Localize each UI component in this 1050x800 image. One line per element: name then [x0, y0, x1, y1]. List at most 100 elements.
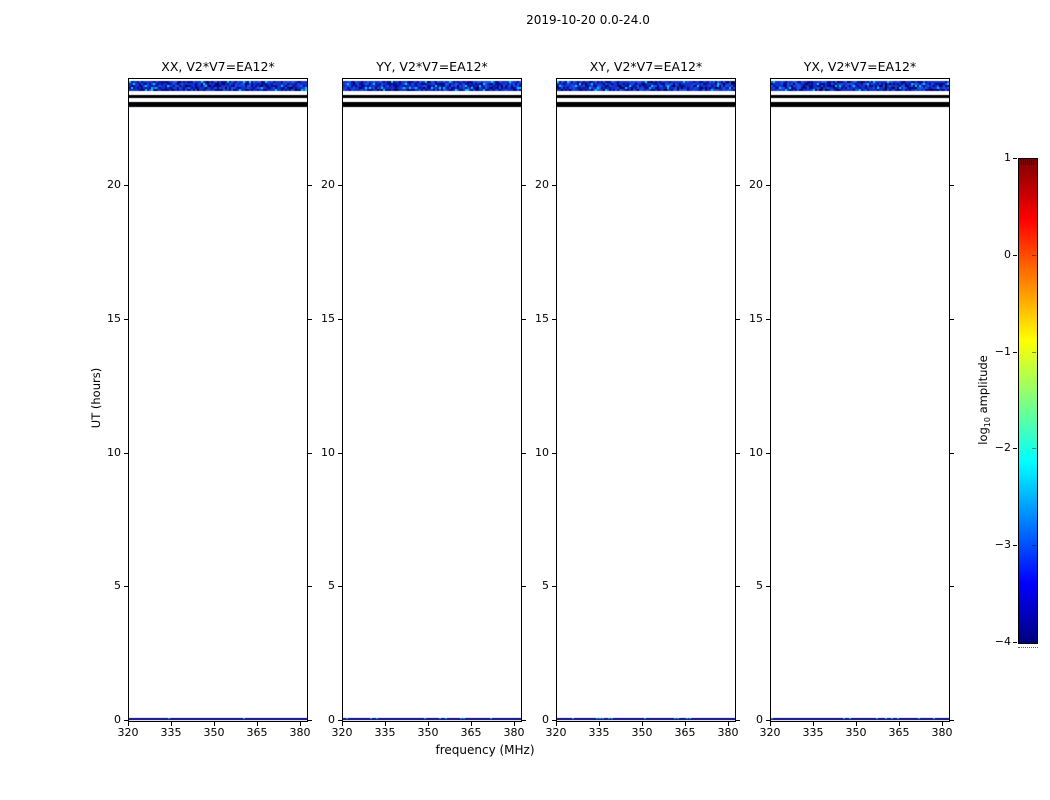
x-tick-label: 320 — [331, 726, 353, 739]
y-tick-left — [766, 720, 770, 721]
y-tick-left — [338, 720, 342, 721]
y-tick-left — [338, 185, 342, 186]
y-tick-left — [338, 586, 342, 587]
x-tick — [599, 722, 600, 726]
y-tick-left — [552, 453, 556, 454]
colorbar-label-prefix: log — [975, 427, 990, 445]
x-tick-label: 335 — [374, 726, 396, 739]
y-tick-label: 0 — [542, 713, 549, 726]
y-tick-right — [522, 720, 526, 721]
y-tick-label: 0 — [756, 713, 763, 726]
y-tick-label: 10 — [749, 446, 763, 459]
colorbar-tick — [1013, 448, 1017, 449]
y-tick-label: 15 — [321, 312, 335, 325]
x-tick — [257, 722, 258, 726]
colorbar-tick-label: −1 — [994, 345, 1011, 358]
y-tick-label: 5 — [756, 579, 763, 592]
x-tick — [385, 722, 386, 726]
x-tick-label: 335 — [588, 726, 610, 739]
y-tick-right — [950, 453, 954, 454]
y-tick-right — [950, 185, 954, 186]
x-tick — [685, 722, 686, 726]
x-tick — [642, 722, 643, 726]
y-axis-label: UT (hours) — [89, 367, 103, 429]
x-tick-label: 365 — [888, 726, 910, 739]
panel-title: XY, V2*V7=EA12* — [589, 59, 703, 74]
panel-heatmap-canvas — [129, 79, 307, 721]
y-tick-label: 0 — [328, 713, 335, 726]
colorbar-bottom-hatch — [1021, 637, 1034, 642]
y-tick-left — [124, 185, 128, 186]
x-tick-label: 380 — [503, 726, 525, 739]
x-tick-label: 335 — [802, 726, 824, 739]
colorbar-label: log10 amplitude — [976, 355, 992, 445]
y-tick-label: 5 — [114, 579, 121, 592]
y-tick-label: 20 — [535, 178, 549, 191]
x-tick — [556, 722, 557, 726]
y-tick-label: 5 — [328, 579, 335, 592]
x-tick — [214, 722, 215, 726]
y-tick-label: 5 — [542, 579, 549, 592]
colorbar-tick — [1013, 642, 1017, 643]
y-tick-right — [308, 720, 312, 721]
y-tick-right — [308, 185, 312, 186]
y-tick-left — [124, 453, 128, 454]
x-tick — [171, 722, 172, 726]
y-tick-left — [552, 720, 556, 721]
y-tick-left — [552, 185, 556, 186]
y-tick-left — [766, 586, 770, 587]
y-tick-label: 20 — [749, 178, 763, 191]
colorbar-inner-dash — [1032, 352, 1036, 353]
x-tick-label: 380 — [717, 726, 739, 739]
colorbar-tick — [1013, 158, 1017, 159]
y-tick-label: 15 — [535, 312, 549, 325]
colorbar-gradient — [1018, 158, 1038, 644]
colorbar-inner-dash — [1032, 158, 1036, 159]
figure-title: 2019-10-20 0.0-24.0 — [526, 13, 650, 27]
x-tick-label: 365 — [246, 726, 268, 739]
colorbar-under-dots — [1018, 647, 1038, 648]
x-tick-label: 320 — [117, 726, 139, 739]
y-tick-label: 15 — [749, 312, 763, 325]
colorbar-tick-label: 0 — [1004, 248, 1011, 261]
y-tick-right — [308, 586, 312, 587]
x-tick — [770, 722, 771, 726]
y-tick-left — [552, 319, 556, 320]
x-tick — [856, 722, 857, 726]
y-tick-left — [552, 586, 556, 587]
y-tick-label: 10 — [321, 446, 335, 459]
colorbar-tick-label: −2 — [994, 441, 1011, 454]
x-tick — [813, 722, 814, 726]
colorbar-inner-dash — [1032, 545, 1036, 546]
y-tick-label: 10 — [535, 446, 549, 459]
colorbar-tick — [1013, 352, 1017, 353]
y-tick-label: 10 — [107, 446, 121, 459]
x-tick — [942, 722, 943, 726]
y-tick-right — [950, 586, 954, 587]
x-tick — [300, 722, 301, 726]
y-tick-right — [522, 586, 526, 587]
y-tick-left — [766, 185, 770, 186]
y-tick-left — [338, 319, 342, 320]
panel-title: YY, V2*V7=EA12* — [376, 59, 488, 74]
y-tick-right — [308, 453, 312, 454]
colorbar-tick-label: −3 — [994, 538, 1011, 551]
x-tick-label: 350 — [845, 726, 867, 739]
y-tick-right — [736, 586, 740, 587]
colorbar-label-sub: 10 — [983, 417, 993, 428]
colorbar-inner-dash — [1032, 255, 1036, 256]
x-tick — [342, 722, 343, 726]
panel-title: XX, V2*V7=EA12* — [161, 59, 275, 74]
x-axis-label: frequency (MHz) — [435, 743, 535, 757]
y-tick-left — [338, 453, 342, 454]
x-tick-label: 380 — [289, 726, 311, 739]
x-tick-label: 365 — [460, 726, 482, 739]
y-tick-right — [308, 319, 312, 320]
panel-title: YX, V2*V7=EA12* — [803, 59, 917, 74]
x-tick-label: 365 — [674, 726, 696, 739]
y-tick-left — [124, 586, 128, 587]
y-tick-right — [522, 185, 526, 186]
y-tick-right — [522, 319, 526, 320]
x-tick — [899, 722, 900, 726]
y-tick-right — [736, 453, 740, 454]
